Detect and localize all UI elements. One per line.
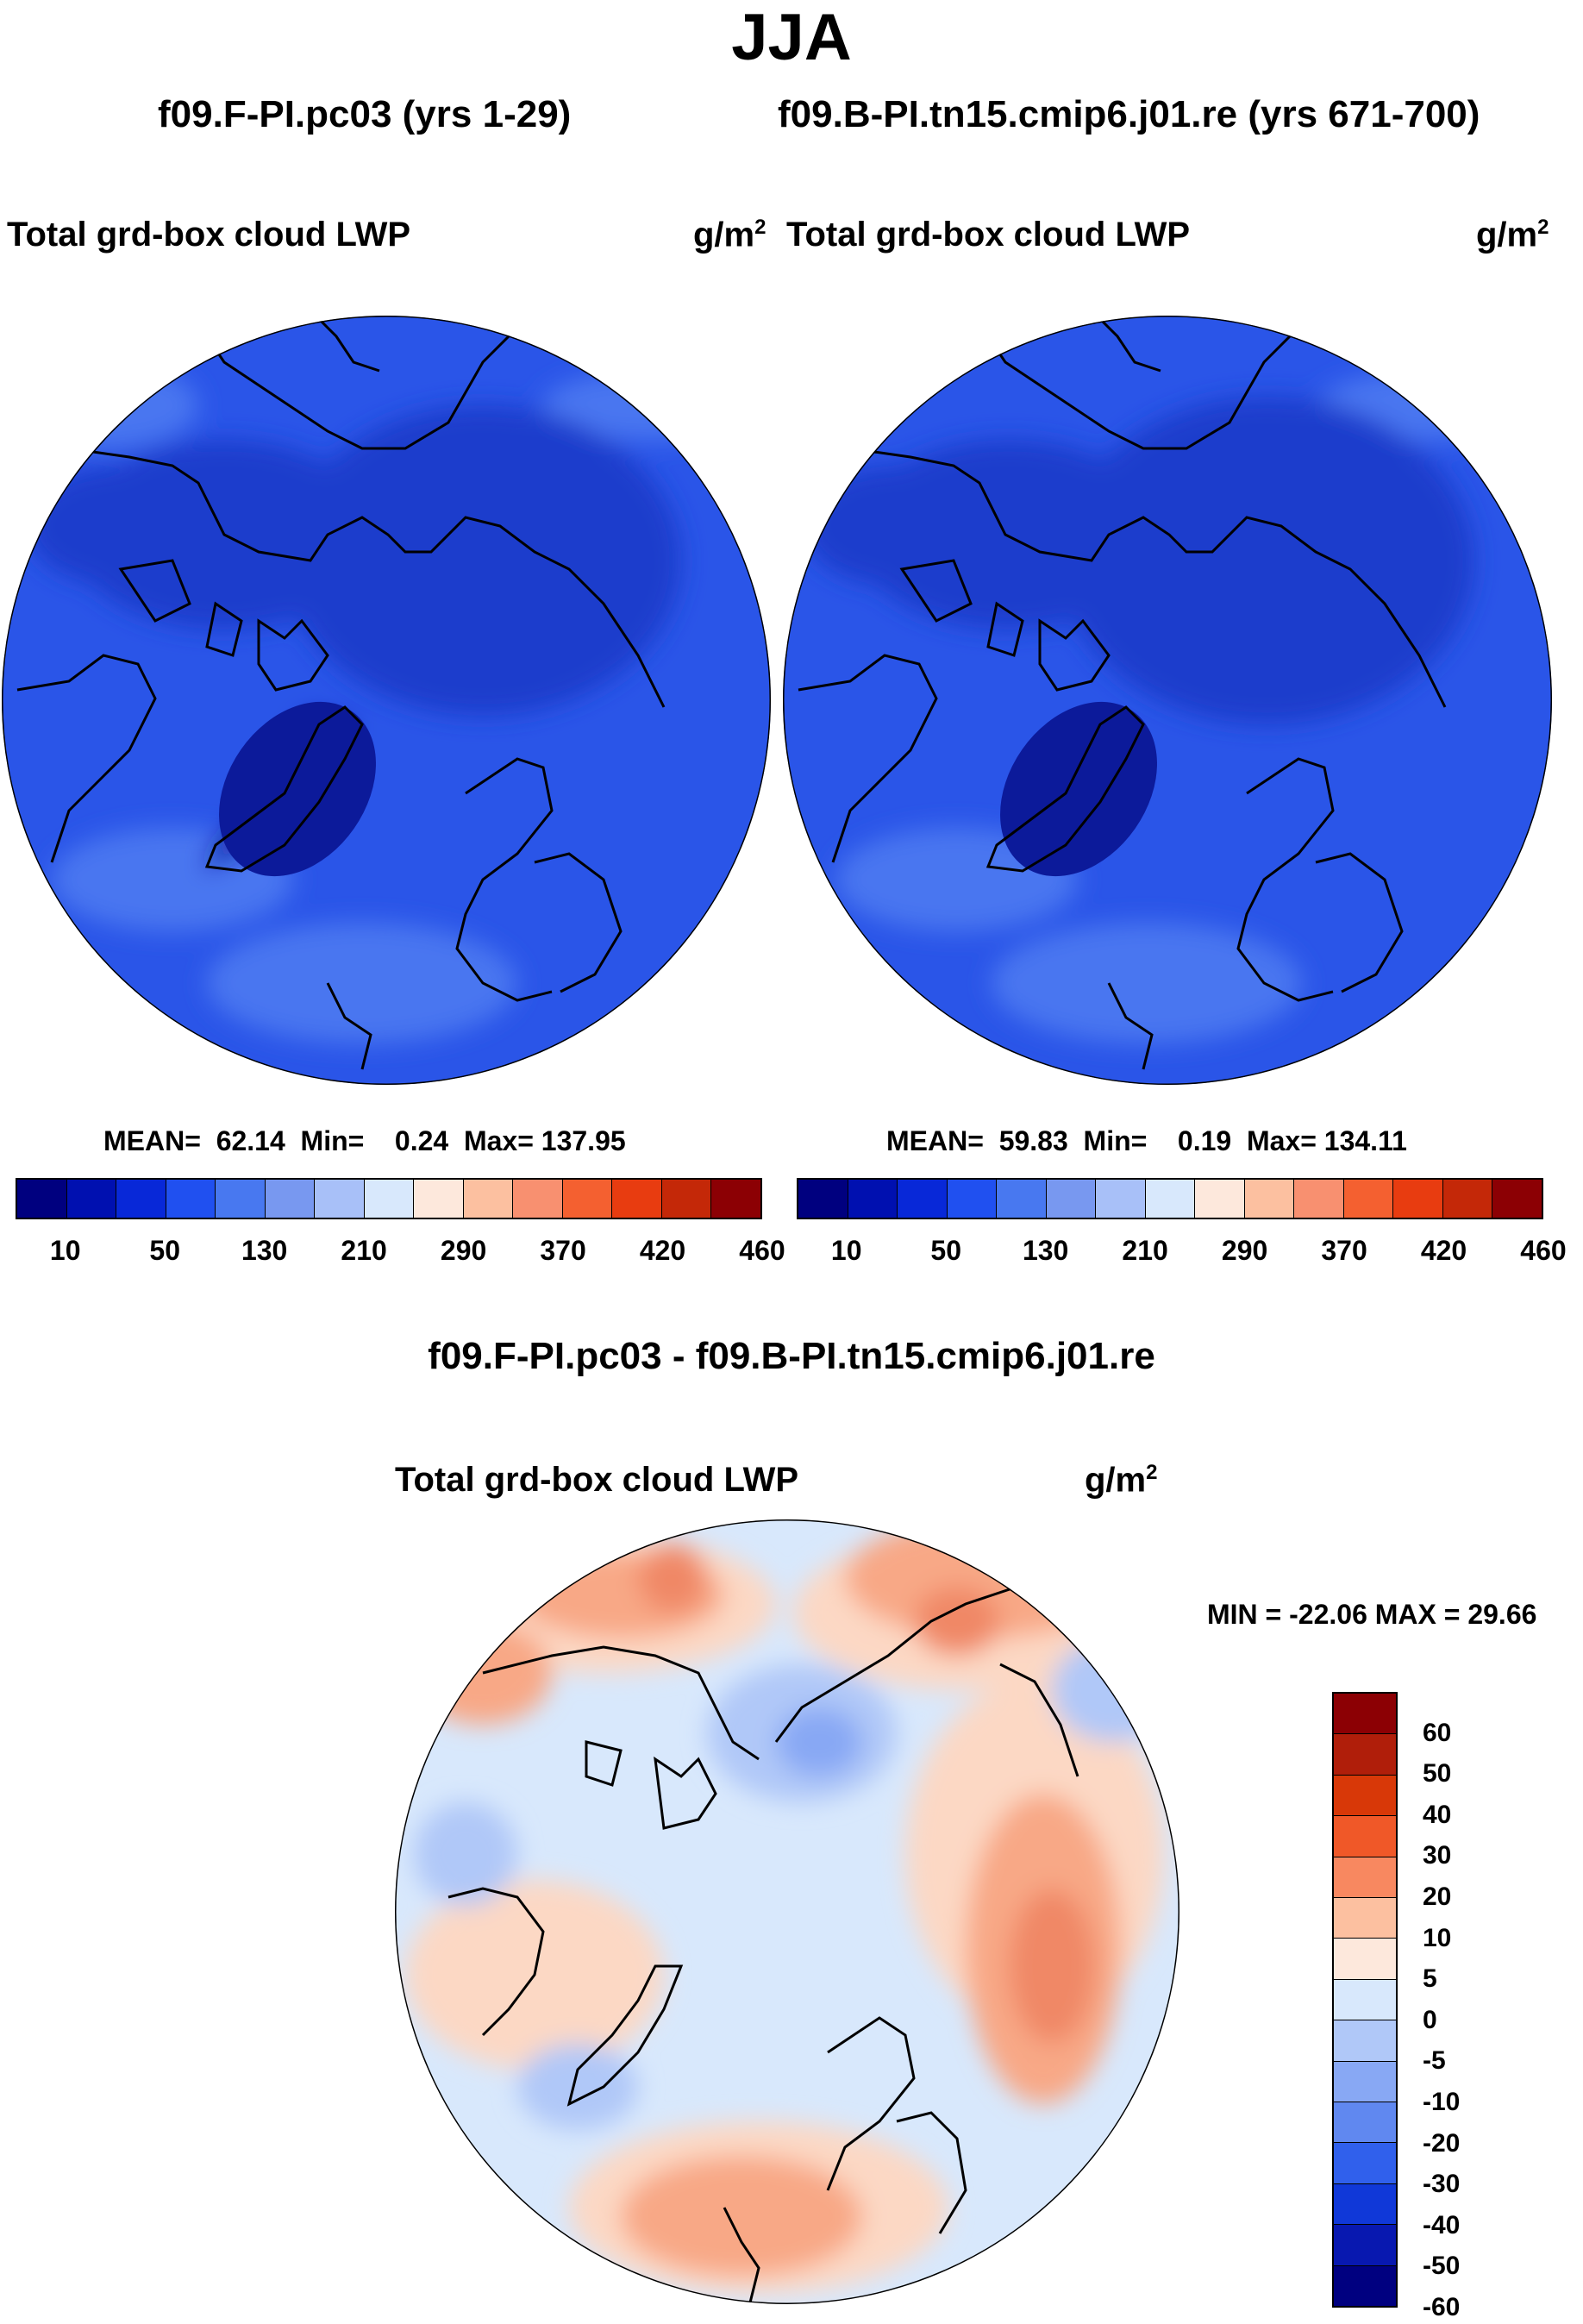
colorbar-difference-tick-label: 40 — [1423, 1800, 1452, 1829]
colorbar-left-segment — [711, 1180, 760, 1218]
colorbar-left — [16, 1178, 762, 1219]
colorbar-right-tick-label: 420 — [1420, 1235, 1467, 1266]
stats-right: MEAN= 59.83 Min= 0.19 Max= 134.11 — [886, 1125, 1407, 1156]
map-right — [783, 316, 1552, 1085]
colorbar-right-segment — [1393, 1180, 1443, 1218]
map-left — [2, 316, 771, 1085]
colorbar-difference-tick-label: 50 — [1423, 1759, 1452, 1788]
colorbar-left-segment — [661, 1180, 712, 1218]
colorbar-left-tick-label: 50 — [149, 1235, 180, 1266]
colorbar-left-segment — [513, 1180, 563, 1218]
colorbar-left-segment — [562, 1180, 613, 1218]
colorbar-difference-segment — [1334, 2225, 1396, 2266]
colorbar-difference-segment — [1334, 2265, 1396, 2307]
colorbar-difference-segment — [1334, 2102, 1396, 2144]
colorbar-right-tick-label: 460 — [1520, 1235, 1567, 1266]
colorbar-left-segment — [66, 1180, 117, 1218]
colorbar-difference-tick-label: 0 — [1423, 2005, 1437, 2034]
colorbar-right-tick-label: 210 — [1122, 1235, 1168, 1266]
colorbar-right-segment — [997, 1180, 1047, 1218]
colorbar-right-tick-label: 370 — [1321, 1235, 1367, 1266]
colorbar-right-tick-label: 130 — [1022, 1235, 1069, 1266]
colorbar-left-segment — [315, 1180, 365, 1218]
colorbar-left-tick-label: 420 — [639, 1235, 686, 1266]
map-difference — [395, 1519, 1179, 2304]
colorbar-right-segment — [1195, 1180, 1245, 1218]
variable-label-difference: Total grd-box cloud LWP — [395, 1461, 799, 1499]
colorbar-right-segment — [898, 1180, 948, 1218]
colorbar-difference-tick-label: 30 — [1423, 1841, 1452, 1870]
colorbar-difference-tick-label: 5 — [1423, 1964, 1437, 1994]
colorbar-difference-tick-label: -10 — [1423, 2088, 1461, 2116]
colorbar-right-segment — [947, 1180, 998, 1218]
colorbar-right-segment — [1096, 1180, 1146, 1218]
colorbar-difference-tick-label: 20 — [1423, 1882, 1452, 1911]
stats-left: MEAN= 62.14 Min= 0.24 Max= 137.95 — [103, 1125, 626, 1156]
colorbar-difference-segment — [1334, 2061, 1396, 2103]
colorbar-right-segment — [1442, 1180, 1493, 1218]
colorbar-left-segment — [166, 1180, 216, 1218]
colorbar-difference-tick-label: -30 — [1423, 2170, 1461, 2199]
colorbar-right-segment — [1492, 1180, 1542, 1218]
colorbar-right-segment — [798, 1180, 848, 1218]
variable-label-right: Total grd-box cloud LWP — [786, 216, 1191, 254]
colorbar-difference-tick-label: 60 — [1423, 1718, 1452, 1747]
colorbar-difference-segment — [1334, 1857, 1396, 1899]
colorbar-difference-segment — [1334, 1734, 1396, 1776]
colorbar-difference-segment — [1334, 1979, 1396, 2021]
season-title: JJA — [731, 1, 852, 74]
colorbar-right-segment — [1294, 1180, 1344, 1218]
colorbar-left-tick-label: 210 — [341, 1235, 387, 1266]
case-title-left: f09.F-PI.pc03 (yrs 1-29) — [158, 93, 572, 135]
colorbar-left-tick-label: 370 — [540, 1235, 586, 1266]
colorbar-difference-tick-label: -40 — [1423, 2210, 1461, 2239]
colorbar-right-segment — [1343, 1180, 1394, 1218]
colorbar-difference-tick-label: -20 — [1423, 2128, 1461, 2158]
case-title-right: f09.B-PI.tn15.cmip6.j01.re (yrs 671-700) — [778, 93, 1480, 135]
colorbar-left-tick-label: 290 — [440, 1235, 487, 1266]
colorbar-left-tick-label: 10 — [49, 1235, 81, 1266]
colorbar-difference-tick-label: -50 — [1423, 2252, 1461, 2281]
colorbar-difference-segment — [1334, 1939, 1396, 1980]
colorbar-difference-segment — [1334, 1775, 1396, 1817]
colorbar-difference-tick-label: -60 — [1423, 2293, 1461, 2321]
units-label-difference: g/m2 — [1085, 1461, 1158, 1500]
colorbar-difference — [1332, 1692, 1398, 2308]
colorbar-right-segment — [848, 1180, 898, 1218]
colorbar-left-segment — [463, 1180, 514, 1218]
colorbar-left-segment — [116, 1180, 166, 1218]
colorbar-left-segment — [364, 1180, 415, 1218]
colorbar-left-segment — [414, 1180, 464, 1218]
colorbar-left-segment — [612, 1180, 662, 1218]
colorbar-left-segment — [265, 1180, 316, 1218]
colorbar-difference-segment — [1334, 1816, 1396, 1857]
difference-title: f09.F-PI.pc03 - f09.B-PI.tn15.cmip6.j01.… — [428, 1335, 1155, 1377]
colorbar-difference-segment — [1334, 2143, 1396, 2184]
coastlines-difference — [447, 1585, 1079, 2303]
variable-label-left: Total grd-box cloud LWP — [7, 216, 411, 254]
colorbar-right-tick-label: 290 — [1221, 1235, 1268, 1266]
colorbar-left-tick-label: 130 — [241, 1235, 288, 1266]
colorbar-difference-segment — [1334, 1898, 1396, 1939]
colorbar-difference-tick-label: -5 — [1423, 2046, 1446, 2076]
colorbar-right-tick-label: 50 — [930, 1235, 961, 1266]
difference-range: MIN = -22.06 MAX = 29.66 — [1207, 1599, 1537, 1630]
colorbar-right-segment — [1244, 1180, 1295, 1218]
units-label-right: g/m2 — [1476, 216, 1549, 254]
colorbar-right-segment — [1145, 1180, 1196, 1218]
units-label-left: g/m2 — [693, 216, 766, 254]
colorbar-right-segment — [1046, 1180, 1097, 1218]
colorbar-left-tick-label: 460 — [739, 1235, 785, 1266]
colorbar-left-segment — [17, 1180, 67, 1218]
colorbar-left-segment — [216, 1180, 266, 1218]
colorbar-right-tick-label: 10 — [830, 1235, 862, 1266]
colorbar-difference-segment — [1334, 1694, 1396, 1735]
colorbar-difference-segment — [1334, 2183, 1396, 2226]
colorbar-right — [797, 1178, 1543, 1219]
colorbar-difference-segment — [1334, 2020, 1396, 2062]
colorbar-difference-tick-label: 10 — [1423, 1923, 1452, 1952]
